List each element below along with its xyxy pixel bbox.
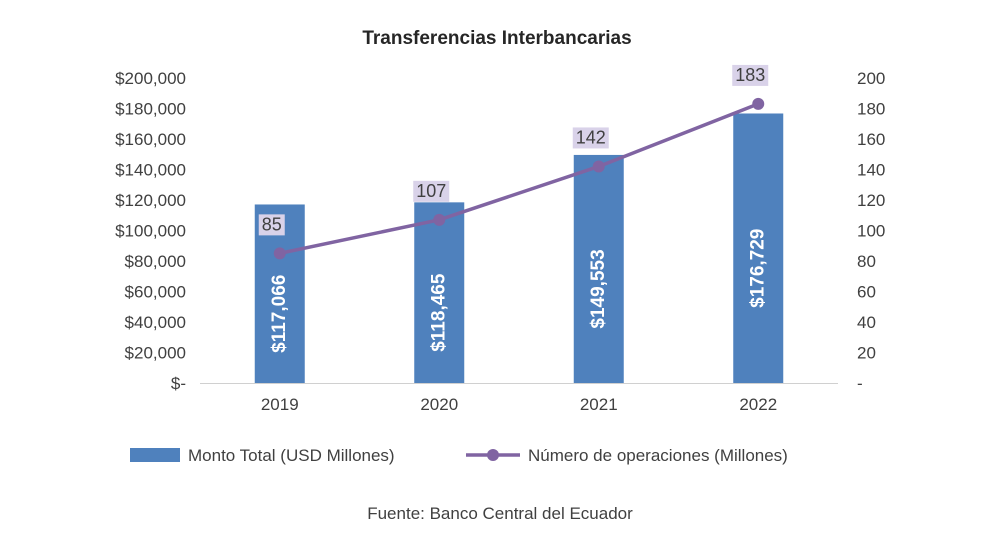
x-tick-label: 2022 <box>739 395 777 414</box>
line-point <box>433 213 446 226</box>
legend: Monto Total (USD Millones) Número de oper… <box>130 446 788 465</box>
line-data-label: 85 <box>262 214 282 234</box>
line-data-label: 142 <box>576 127 606 147</box>
legend-label-bar: Monto Total (USD Millones) <box>188 446 395 465</box>
y-right-tick-label: 80 <box>857 252 876 271</box>
y-right-tick-label: - <box>857 374 863 393</box>
line-data-label-bg <box>413 180 450 202</box>
y-left-tick-label: $80,000 <box>125 252 186 271</box>
y-left-tick-label: $100,000 <box>115 222 186 241</box>
legend-swatch-marker <box>487 449 499 461</box>
line-data-label: 107 <box>416 181 446 201</box>
y-left-tick-label: $60,000 <box>125 283 186 302</box>
x-tick-label: 2019 <box>261 395 299 414</box>
x-tick-label: 2021 <box>580 395 618 414</box>
y-right-tick-label: 160 <box>857 130 885 149</box>
chart-title: Transferencias Interbancarias <box>362 28 631 49</box>
source-note: Fuente: Banco Central del Ecuador <box>367 504 633 523</box>
line-point <box>273 247 286 260</box>
bar-series: $117,066 $118,465 $149,553 $176,729 <box>254 113 784 383</box>
y-right-tick-label: 100 <box>857 222 885 241</box>
legend-swatch-bar <box>130 448 180 462</box>
y-left-tick-label: $120,000 <box>115 191 186 210</box>
y-right-tick-label: 140 <box>857 161 885 180</box>
line-data-label-bg <box>258 214 285 236</box>
bar-data-label: $117,066 <box>269 275 290 353</box>
y-right-tick-label: 20 <box>857 344 876 363</box>
y-right-tick-label: 200 <box>857 69 885 88</box>
y-right-tick-label: 180 <box>857 100 885 119</box>
y-right-tick-label: 40 <box>857 313 876 332</box>
x-tick-label: 2020 <box>420 395 458 414</box>
y-right-tick-label: 120 <box>857 191 885 210</box>
axes: $- $20,000 $40,000 $60,000 $80,000 $100,000 $1… <box>115 69 885 414</box>
line-data-label-bg <box>572 127 609 149</box>
bar-data-label: $149,553 <box>588 249 609 328</box>
y-left-tick-label: $- <box>171 374 186 393</box>
line-point <box>752 97 765 110</box>
line-data-label-bg <box>732 64 769 86</box>
y-left-tick-label: $160,000 <box>115 130 186 149</box>
legend-label-line: Número de operaciones (Millones) <box>528 446 788 465</box>
y-right-tick-label: 60 <box>857 283 876 302</box>
y-left-tick-label: $140,000 <box>115 161 186 180</box>
line-path <box>279 102 759 256</box>
bar-data-label: $118,465 <box>428 273 449 352</box>
line-data-label: 183 <box>735 65 765 85</box>
y-left-tick-label: $180,000 <box>115 100 186 119</box>
y-left-tick-label: $40,000 <box>125 313 186 332</box>
bar <box>733 113 784 383</box>
bar <box>573 154 624 383</box>
bar-data-label: $176,729 <box>747 229 768 308</box>
y-left-tick-label: $200,000 <box>115 69 186 88</box>
y-left-tick-label: $20,000 <box>125 344 186 363</box>
line-series: 85 107 142 183 <box>258 64 769 260</box>
bar <box>414 202 465 383</box>
line-point <box>592 160 605 173</box>
